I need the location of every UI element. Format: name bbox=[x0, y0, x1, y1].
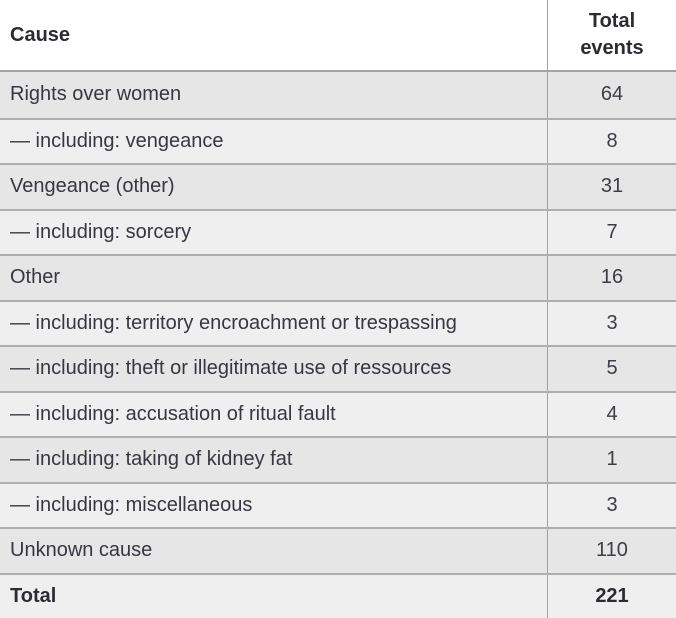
total-events-cell: 3 bbox=[547, 483, 676, 527]
table-row: — including: accusation of ritual fault … bbox=[0, 390, 676, 436]
cause-cell: Unknown cause bbox=[10, 539, 153, 562]
total-events-cell: 64 bbox=[547, 72, 676, 118]
cause-cell: — including: theft or illegitimate use o… bbox=[10, 357, 452, 380]
total-events-cell: 31 bbox=[547, 165, 676, 209]
table-row: Unknown cause 110 bbox=[0, 527, 676, 573]
cause-cell: Vengeance (other) bbox=[10, 175, 175, 198]
cause-cell: — including: sorcery bbox=[10, 220, 192, 243]
cause-cell: — including: vengeance bbox=[10, 129, 224, 152]
total-events-cell: 8 bbox=[547, 119, 676, 163]
total-events-cell: 7 bbox=[547, 210, 676, 254]
table-row: Rights over women 64 bbox=[0, 72, 676, 118]
cause-cell: Rights over women bbox=[10, 83, 182, 106]
table-row: — including: taking of kidney fat 1 bbox=[0, 436, 676, 482]
total-events-cell: 3 bbox=[547, 301, 676, 345]
table-row: — including: sorcery 7 bbox=[0, 208, 676, 254]
cause-cell: Other bbox=[10, 266, 61, 289]
total-events-cell: 1 bbox=[547, 438, 676, 482]
total-label-cell: Total bbox=[10, 584, 57, 607]
table-header-row: Cause Total events bbox=[0, 0, 676, 72]
header-cause: Cause bbox=[10, 23, 71, 46]
cause-cell: — including: miscellaneous bbox=[10, 493, 253, 516]
table-row: — including: vengeance 8 bbox=[0, 117, 676, 163]
cause-cell: — including: accusation of ritual fault bbox=[10, 402, 336, 425]
cause-cell: — including: taking of kidney fat bbox=[10, 448, 293, 471]
table-row: Other 16 bbox=[0, 254, 676, 300]
table-body: Rights over women 64 — including: vengea… bbox=[0, 72, 676, 618]
table-row: Vengeance (other) 31 bbox=[0, 163, 676, 209]
total-events-cell: 5 bbox=[547, 347, 676, 391]
total-events-cell: 4 bbox=[547, 392, 676, 436]
cause-cell: — including: territory encroachment or t… bbox=[10, 311, 457, 334]
total-events-cell: 110 bbox=[547, 529, 676, 573]
table-row: — including: territory encroachment or t… bbox=[0, 299, 676, 345]
total-events-cell: 16 bbox=[547, 256, 676, 300]
table-total-row: Total 221 bbox=[0, 572, 676, 618]
table-row: — including: miscellaneous 3 bbox=[0, 481, 676, 527]
table-row: — including: theft or illegitimate use o… bbox=[0, 345, 676, 391]
header-total-events: Total events bbox=[547, 0, 676, 70]
total-value-cell: 221 bbox=[547, 574, 676, 618]
